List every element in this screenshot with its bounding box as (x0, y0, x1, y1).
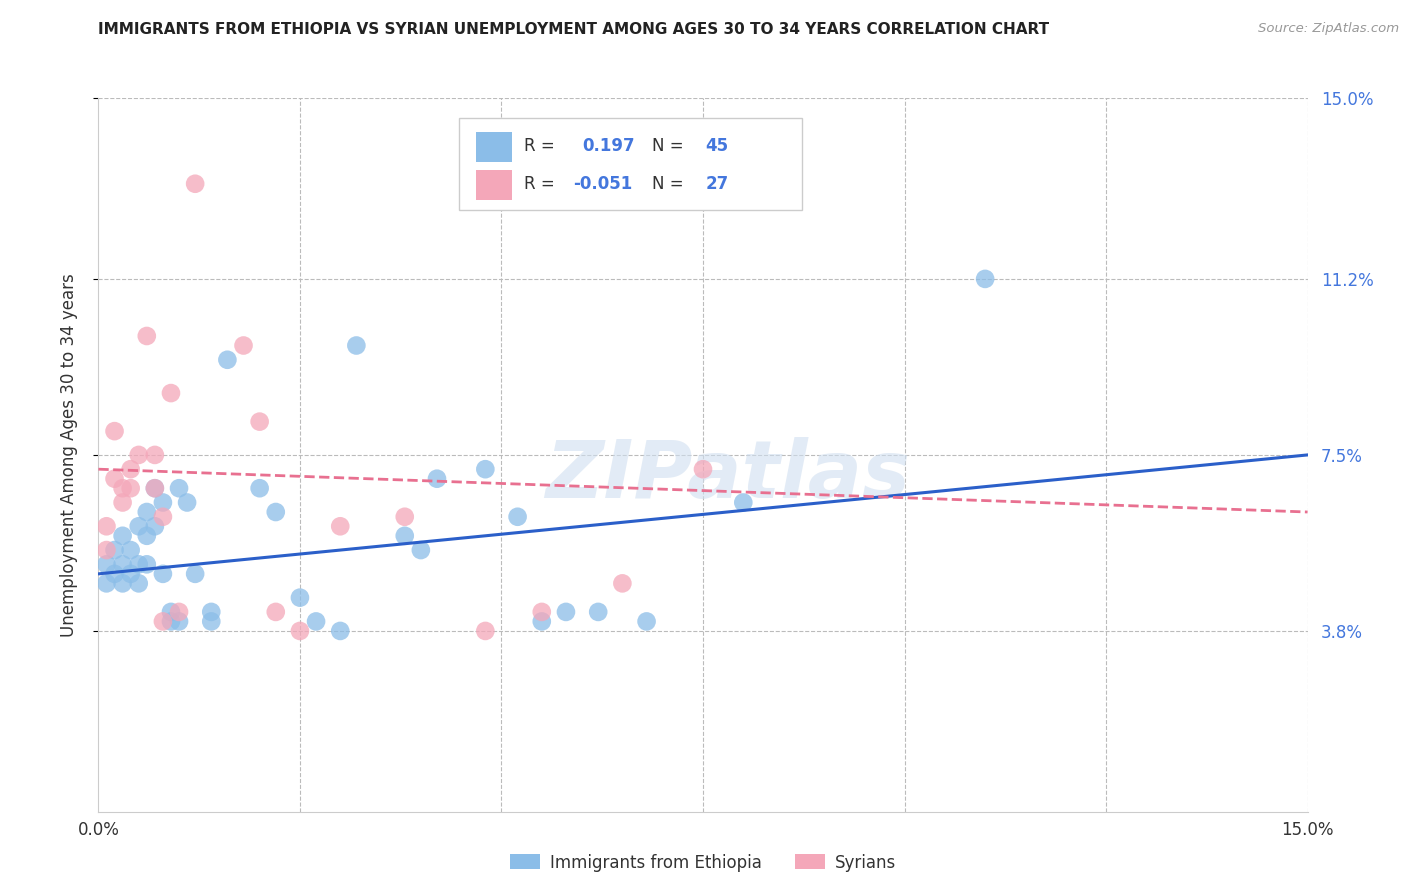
Point (530, 615, 553, 629)
Legend: Immigrants from Ethiopia, Syrians: Immigrants from Ethiopia, Syrians (503, 847, 903, 879)
Point (232, 338, 254, 352)
Point (103, 566, 125, 581)
Bar (475, 170, 512, 200)
Point (143, 481, 166, 495)
Point (176, 495, 198, 509)
Point (426, 472, 449, 486)
Point (128, 558, 150, 572)
Point (530, 605, 553, 619)
Point (264, 605, 287, 619)
Point (409, 543, 432, 558)
Point (329, 519, 352, 533)
Point (474, 462, 496, 476)
Point (555, 605, 578, 619)
Point (96, 558, 118, 572)
Point (200, 615, 222, 629)
Point (120, 566, 142, 581)
Point (103, 543, 125, 558)
Y-axis label: Unemployment Among Ages 30 to 34 years: Unemployment Among Ages 30 to 34 years (59, 273, 77, 637)
Point (167, 615, 190, 629)
Point (120, 543, 142, 558)
Point (288, 591, 311, 605)
Point (160, 386, 183, 401)
Text: 27: 27 (706, 175, 728, 193)
Point (152, 566, 174, 581)
Point (636, 615, 658, 629)
Point (152, 509, 174, 524)
Point (111, 576, 134, 591)
Point (586, 605, 609, 619)
Text: 0.197: 0.197 (582, 137, 634, 155)
Point (184, 177, 207, 191)
Text: R =: R = (524, 175, 555, 193)
Point (329, 624, 352, 638)
Point (111, 529, 134, 543)
Point (111, 481, 134, 495)
Point (692, 462, 714, 476)
Point (135, 505, 157, 519)
Point (120, 462, 142, 476)
Point (96, 519, 118, 533)
Point (394, 529, 416, 543)
Point (288, 624, 311, 638)
Point (152, 615, 174, 629)
Bar (475, 132, 512, 162)
Point (96, 543, 118, 558)
Point (96, 576, 118, 591)
Point (143, 519, 166, 533)
Point (167, 481, 190, 495)
Point (135, 558, 157, 572)
Point (152, 495, 174, 509)
Point (264, 505, 287, 519)
Point (160, 605, 183, 619)
Point (249, 415, 271, 429)
Text: Source: ZipAtlas.com: Source: ZipAtlas.com (1258, 22, 1399, 36)
Point (344, 338, 367, 352)
Point (167, 605, 190, 619)
Point (394, 509, 416, 524)
Point (128, 448, 150, 462)
Text: IMMIGRANTS FROM ETHIOPIA VS SYRIAN UNEMPLOYMENT AMONG AGES 30 TO 34 YEARS CORREL: IMMIGRANTS FROM ETHIOPIA VS SYRIAN UNEMP… (98, 22, 1049, 37)
Text: 45: 45 (706, 137, 728, 155)
Point (128, 576, 150, 591)
Point (128, 519, 150, 533)
Point (733, 495, 755, 509)
Point (143, 448, 166, 462)
Point (120, 481, 142, 495)
Point (184, 566, 207, 581)
FancyBboxPatch shape (458, 118, 803, 211)
Text: ZIPatlas: ZIPatlas (544, 437, 910, 516)
Point (305, 615, 328, 629)
Point (103, 424, 125, 438)
Point (217, 352, 239, 367)
Point (612, 576, 634, 591)
Point (111, 558, 134, 572)
Point (135, 529, 157, 543)
Point (111, 495, 134, 509)
Point (249, 481, 271, 495)
Text: N =: N = (652, 175, 683, 193)
Point (200, 605, 222, 619)
Point (135, 329, 157, 343)
Text: -0.051: -0.051 (574, 175, 633, 193)
Point (974, 272, 997, 286)
Text: R =: R = (524, 137, 555, 155)
Point (103, 472, 125, 486)
Text: N =: N = (652, 137, 683, 155)
Point (506, 509, 529, 524)
Point (474, 624, 496, 638)
Point (160, 615, 183, 629)
Point (143, 481, 166, 495)
